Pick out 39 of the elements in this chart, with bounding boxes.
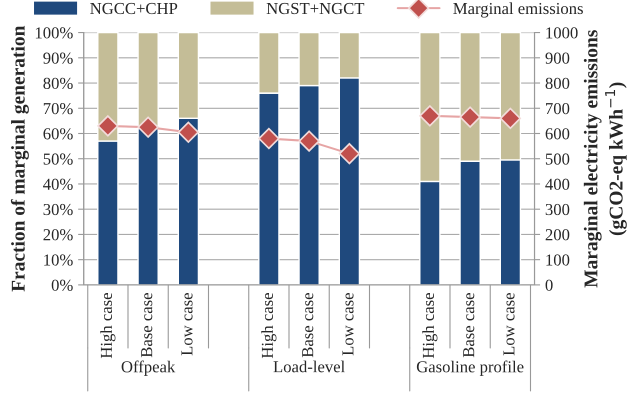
y-tick-label: 30%	[44, 204, 73, 216]
y2-tick-label: 0	[546, 280, 553, 291]
y2-tick-label: 700	[546, 102, 570, 114]
y-tick-label: 70%	[44, 102, 73, 114]
y2-tick-label: 100	[546, 254, 570, 266]
x-tick-label: Low case	[342, 293, 354, 356]
y-tick-label: 90%	[43, 52, 73, 64]
y-tick-label: 0%	[52, 280, 73, 291]
x-tick-label: High case	[261, 293, 276, 358]
y-tick-label: 20%	[43, 229, 73, 240]
text: Load-level	[274, 360, 345, 372]
y2-tick-label: 200	[546, 229, 570, 240]
text: Gasoline profile	[416, 360, 524, 376]
y-tick-label: 40%	[43, 178, 73, 190]
x-tick-label: High case	[422, 293, 438, 358]
y2-tick-label: 1000	[546, 27, 578, 39]
y-tick-label: 60%	[43, 128, 73, 140]
y2-tick-label: 400	[545, 178, 570, 190]
y2-tick-label: 500	[546, 153, 570, 165]
x-tick-label: Low case	[181, 293, 193, 356]
y2-tick-label: 800	[546, 78, 570, 89]
x-tick-label: Base case	[141, 293, 152, 358]
x-tick-label: Base case	[463, 293, 474, 358]
y-tick-label: 50%	[44, 153, 73, 165]
legend-label: Marginal emissions	[453, 2, 583, 18]
y-tick-label: 80%	[43, 78, 73, 90]
y2-axis-title: Maraginal electricity emissions (gCO2-eq kWh$^{−1}$)	[584, 30, 627, 288]
legend-label: NGST+NGCT	[266, 2, 364, 14]
y-tick-label: 10%	[44, 254, 73, 266]
x-tick-label: High case	[100, 293, 116, 358]
x-tick-label: Base case	[302, 293, 314, 358]
y2-tick-label: 300	[546, 204, 570, 216]
y2-tick-label: 900	[545, 52, 570, 64]
y-axis-title: Fraction of marginal generation	[10, 26, 29, 292]
legend-label: NGCC+CHP	[90, 2, 178, 14]
y-tick-label: 100%	[36, 27, 73, 39]
text: Offpeak	[122, 360, 176, 376]
y2-tick-label: 600	[546, 128, 570, 140]
x-tick-label: Low case	[503, 293, 515, 356]
